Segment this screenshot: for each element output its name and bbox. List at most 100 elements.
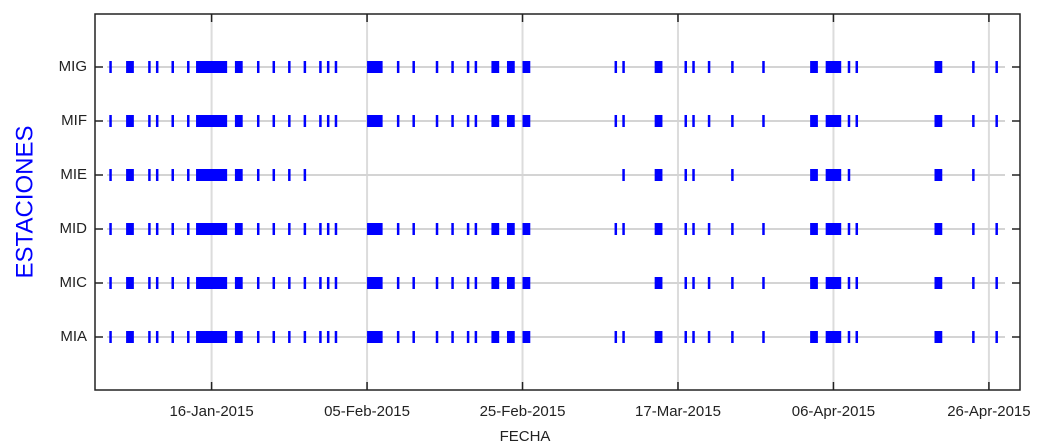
data-interval (474, 223, 478, 235)
data-interval (491, 277, 500, 289)
data-interval (334, 277, 338, 289)
data-interval (731, 115, 734, 127)
data-interval (109, 115, 112, 127)
data-interval (474, 115, 478, 127)
data-interval (654, 277, 663, 289)
data-interval (109, 61, 112, 73)
data-interval (435, 61, 439, 73)
data-interval (692, 331, 695, 343)
data-interval (319, 331, 322, 343)
data-interval (196, 331, 228, 343)
data-interval (155, 169, 159, 181)
data-interval (109, 277, 112, 289)
data-interval (491, 223, 500, 235)
data-interval (148, 331, 151, 343)
data-interval (995, 223, 998, 235)
x-tick-label: 16-Jan-2015 (169, 403, 253, 420)
data-interval (109, 169, 112, 181)
data-interval (506, 277, 515, 289)
data-interval (810, 277, 818, 289)
y-tick-label: MIE (60, 166, 87, 183)
data-interval (187, 277, 190, 289)
y-tick-label: MIA (60, 328, 87, 345)
data-interval (334, 115, 338, 127)
data-interval (272, 277, 276, 289)
data-interval (972, 223, 975, 235)
data-interval (825, 61, 842, 73)
data-interval (692, 169, 695, 181)
data-interval (622, 331, 625, 343)
data-interval (396, 115, 400, 127)
data-interval (234, 331, 243, 343)
data-interval (934, 169, 943, 181)
data-interval (234, 169, 243, 181)
data-interval (256, 169, 260, 181)
data-interval (622, 169, 625, 181)
data-interval (762, 331, 765, 343)
data-interval (810, 61, 818, 73)
data-interval (272, 331, 276, 343)
data-interval (522, 223, 531, 235)
data-interval (396, 331, 400, 343)
data-interval (303, 115, 307, 127)
data-interval (731, 331, 734, 343)
data-interval (855, 61, 859, 73)
data-interval (995, 331, 998, 343)
data-interval (196, 223, 228, 235)
data-interval (855, 331, 859, 343)
data-interval (995, 61, 998, 73)
data-interval (847, 61, 851, 73)
data-interval (731, 169, 734, 181)
data-interval (707, 223, 711, 235)
data-interval (972, 169, 975, 181)
data-interval (326, 61, 330, 73)
y-tick-label: MIF (61, 112, 87, 129)
data-interval (126, 169, 134, 181)
data-interval (491, 115, 500, 127)
data-interval (684, 115, 688, 127)
data-interval (614, 223, 618, 235)
data-interval (451, 223, 454, 235)
data-interval (171, 169, 174, 181)
y-axis-label: ESTACIONES (11, 126, 38, 279)
data-interval (934, 223, 943, 235)
x-tick-label: 25-Feb-2015 (480, 403, 566, 420)
data-interval (171, 223, 174, 235)
data-interval (256, 331, 260, 343)
data-interval (272, 115, 276, 127)
data-interval (256, 277, 260, 289)
data-interval (187, 223, 190, 235)
data-interval (334, 223, 338, 235)
data-interval (272, 223, 276, 235)
data-interval (288, 115, 291, 127)
plot-frame (94, 13, 1021, 391)
data-interval (847, 223, 851, 235)
data-interval (762, 223, 765, 235)
data-interval (995, 277, 998, 289)
data-interval (762, 115, 765, 127)
data-interval (367, 277, 383, 289)
x-tick-label: 05-Feb-2015 (324, 403, 410, 420)
data-interval (148, 223, 151, 235)
data-interval (995, 115, 998, 127)
data-interval (847, 331, 851, 343)
data-interval (522, 331, 531, 343)
data-interval (272, 61, 276, 73)
data-interval (692, 61, 695, 73)
data-interval (196, 115, 228, 127)
data-interval (692, 115, 695, 127)
data-interval (654, 115, 663, 127)
y-tick-label: MIC (60, 274, 88, 291)
data-interval (234, 277, 243, 289)
data-interval (451, 61, 454, 73)
data-interval (109, 331, 112, 343)
data-interval (654, 61, 663, 73)
data-interval (614, 331, 618, 343)
data-interval (731, 277, 734, 289)
data-interval (435, 331, 439, 343)
data-interval (972, 61, 975, 73)
data-interval (288, 169, 291, 181)
data-interval (187, 331, 190, 343)
data-interval (396, 277, 400, 289)
